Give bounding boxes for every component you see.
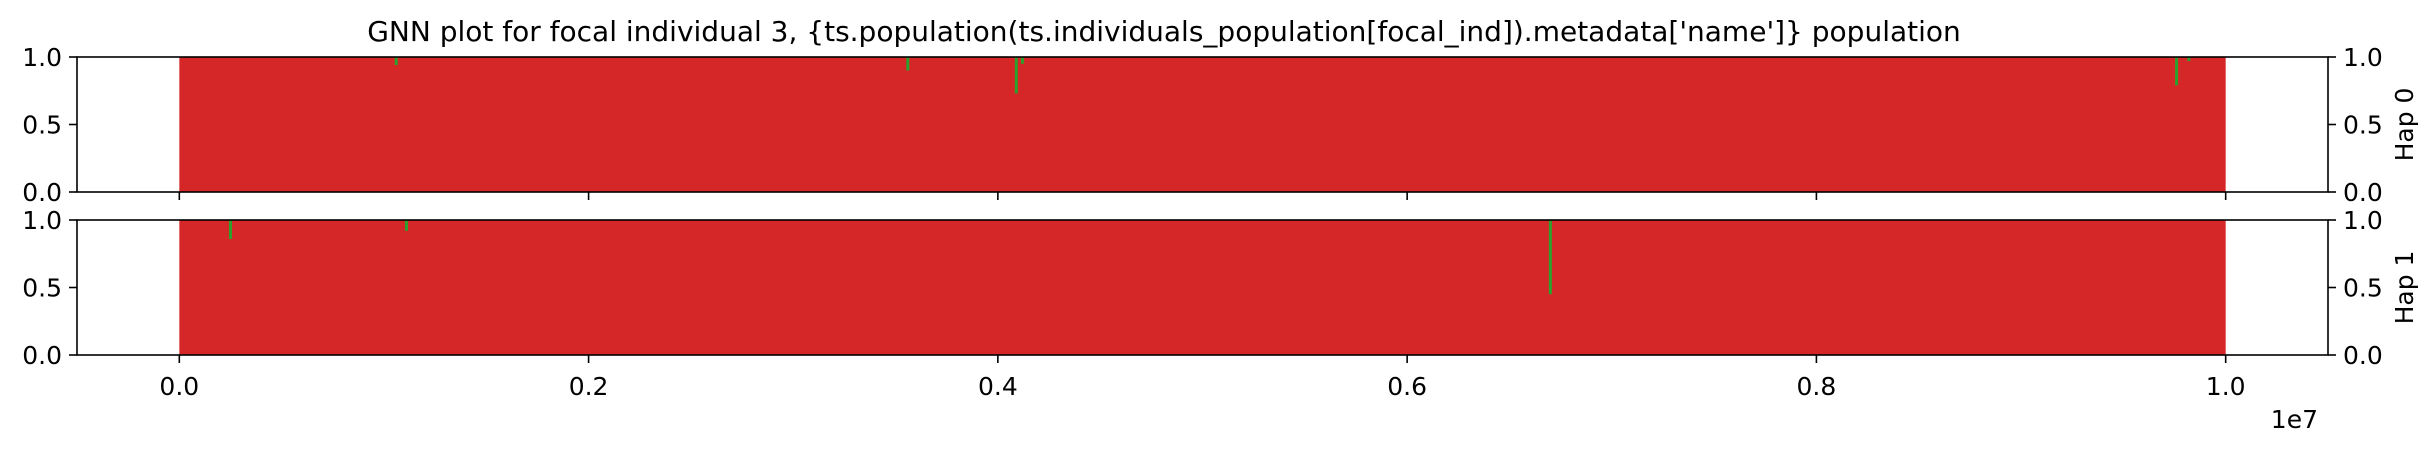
ylabel-panel-0: Hap 0 [2390,88,2419,162]
y-tick-label-right-panel-1-0: 0.0 [2343,341,2383,370]
chart-title: GNN plot for focal individual 3, {ts.pop… [367,15,1961,48]
x-tick-label-3: 0.6 [1387,372,1427,401]
x-tick-label-1: 0.2 [569,372,609,401]
y-tick-label-left-panel-1-0: 0.0 [22,341,62,370]
y-tick-label-right-panel-0-1: 0.5 [2343,111,2383,140]
y-tick-label-left-panel-1-2: 1.0 [22,206,62,235]
y-tick-label-right-panel-0-0: 0.0 [2343,178,2383,207]
y-tick-label-left-panel-1-1: 0.5 [22,274,62,303]
x-offset-text: 1e7 [2271,405,2318,434]
ylabel-panel-1: Hap 1 [2390,251,2419,325]
y-tick-label-right-panel-0-2: 1.0 [2343,43,2383,72]
green-dip-panel-0-1 [906,57,910,71]
x-tick-label-0: 0.0 [159,372,199,401]
y-tick-label-right-panel-1-1: 0.5 [2343,274,2383,303]
green-dip-panel-0-5 [2187,57,2191,62]
green-dip-panel-1-2 [1548,220,1552,295]
green-dip-panel-0-2 [1014,57,1018,94]
x-tick-label-2: 0.4 [978,372,1018,401]
y-tick-label-left-panel-0-2: 1.0 [22,43,62,72]
y-tick-label-right-panel-1-2: 1.0 [2343,206,2383,235]
y-tick-label-left-panel-0-0: 0.0 [22,178,62,207]
x-tick-label-4: 0.8 [1797,372,1837,401]
y-tick-label-left-panel-0-1: 0.5 [22,111,62,140]
x-tick-label-5: 1.0 [2206,372,2246,401]
green-dip-panel-0-4 [2175,57,2179,86]
red-area-panel-1 [179,220,2226,355]
green-dip-panel-0-0 [394,57,398,66]
green-dip-panel-1-0 [228,220,232,239]
green-dip-panel-0-3 [1020,57,1024,64]
green-dip-panel-1-1 [404,220,408,231]
red-area-panel-0 [179,57,2226,192]
